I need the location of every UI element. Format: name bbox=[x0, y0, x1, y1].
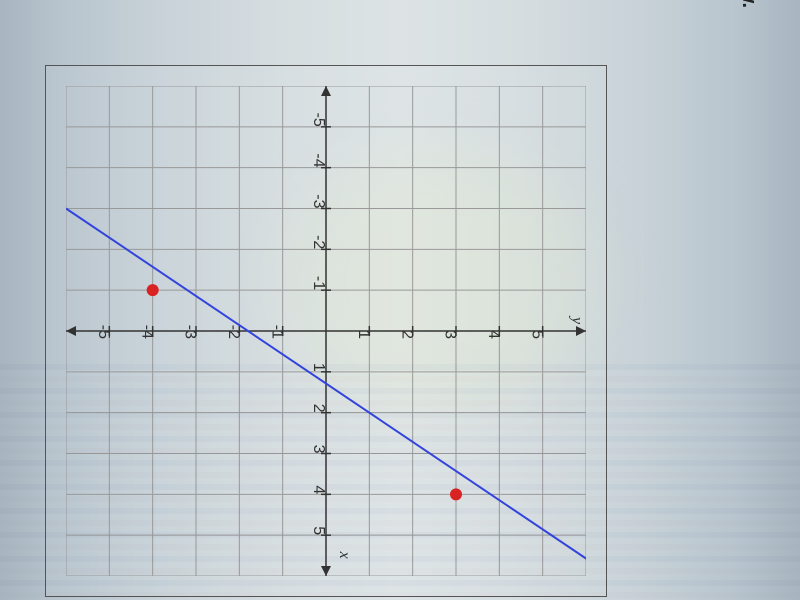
x-tick-label: 3 bbox=[310, 445, 327, 454]
y-tick-label: -4 bbox=[138, 325, 155, 339]
data-point bbox=[147, 284, 159, 296]
y-tick-label: 3 bbox=[442, 330, 459, 339]
x-tick-label: -3 bbox=[310, 194, 327, 208]
data-point bbox=[450, 488, 462, 500]
y-tick-label: 1 bbox=[355, 330, 372, 339]
x-tick-label: -4 bbox=[310, 153, 327, 167]
x-tick-label: -1 bbox=[310, 276, 327, 290]
y-tick-label: 5 bbox=[528, 330, 545, 339]
y-tick-label: -3 bbox=[182, 325, 199, 339]
y-axis-arrow bbox=[576, 326, 586, 336]
x-tick-label: 2 bbox=[310, 404, 327, 413]
chart-plot-area: -5 -4 -3 -2 -1 1 2 3 4 5 -5 -4 -3 -2 -1 1 2 3 4 5 x y bbox=[66, 86, 586, 576]
y-tick-label: 4 bbox=[485, 330, 502, 339]
y-axis-label: y bbox=[569, 315, 586, 325]
x-tick-label: -2 bbox=[310, 235, 327, 249]
y-tick-label: 2 bbox=[398, 330, 415, 339]
y-tick-label: -1 bbox=[268, 325, 285, 339]
y-tick-label: -5 bbox=[95, 325, 112, 339]
chart-frame: -5 -4 -3 -2 -1 1 2 3 4 5 -5 -4 -3 -2 -1 1 2 3 4 5 x y bbox=[45, 65, 607, 597]
coordinate-plane-chart: -5 -4 -3 -2 -1 1 2 3 4 5 -5 -4 -3 -2 -1 1 2 3 4 5 x y bbox=[66, 86, 586, 576]
y-axis-arrow-neg bbox=[66, 326, 76, 336]
x-tick-label: 4 bbox=[310, 485, 327, 494]
x-tick-label: 1 bbox=[310, 363, 327, 372]
x-axis-arrow bbox=[321, 566, 331, 576]
page-title: ne line graphed below. bbox=[737, 0, 760, 8]
x-tick-label: 5 bbox=[310, 526, 327, 535]
y-tick-label: -2 bbox=[225, 325, 242, 339]
x-tick-label: -5 bbox=[310, 113, 327, 127]
x-axis-arrow-neg bbox=[321, 86, 331, 96]
x-axis-label: x bbox=[336, 551, 353, 559]
